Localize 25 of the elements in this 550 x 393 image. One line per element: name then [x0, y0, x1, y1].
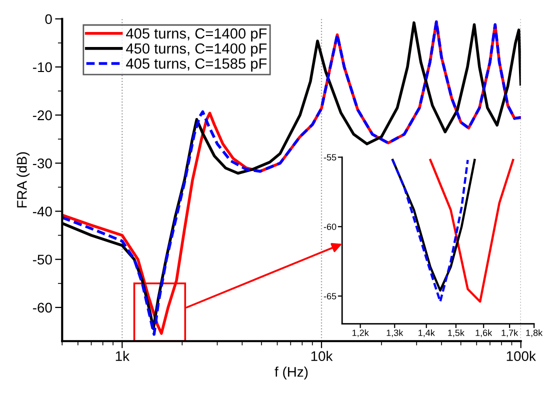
x-tick-label: 1,2k	[352, 329, 369, 338]
legend-label: 405 turns, C=1400 pF	[126, 28, 267, 42]
x-tick-label: 1,4k	[418, 329, 435, 338]
y-tick-label: -20	[32, 110, 52, 120]
x-tick-label: 1,5k	[448, 329, 464, 338]
x-tick-label: 10k	[311, 350, 333, 362]
legend-label: 450 turns, C=1400 pF	[126, 43, 267, 57]
x-axis-title: f (Hz)	[274, 366, 308, 380]
y-tick-label: 0	[45, 14, 52, 24]
y-tick-label: -40	[32, 206, 52, 216]
x-tick-label: 1,3k	[386, 329, 404, 338]
x-tick-label: 1,8k	[526, 329, 543, 338]
y-tick-label: -65	[324, 293, 336, 300]
y-tick-label: -50	[32, 254, 52, 265]
x-tick-label: 1,7k	[502, 329, 518, 338]
y-tick-label: -10	[32, 62, 52, 72]
x-tick-label: 1k	[116, 350, 130, 361]
y-tick-label: -60	[32, 302, 52, 313]
x-tick-label: 1,6k	[476, 329, 492, 338]
y-axis-title: FRA (dB)	[16, 152, 30, 208]
y-tick-label: -60	[324, 224, 336, 230]
legend-label: 405 turns, C=1585 pF	[126, 58, 267, 72]
y-tick-label: -30	[32, 158, 52, 168]
y-tick-label: -55	[324, 154, 336, 161]
x-tick-label: 100k	[506, 350, 536, 362]
